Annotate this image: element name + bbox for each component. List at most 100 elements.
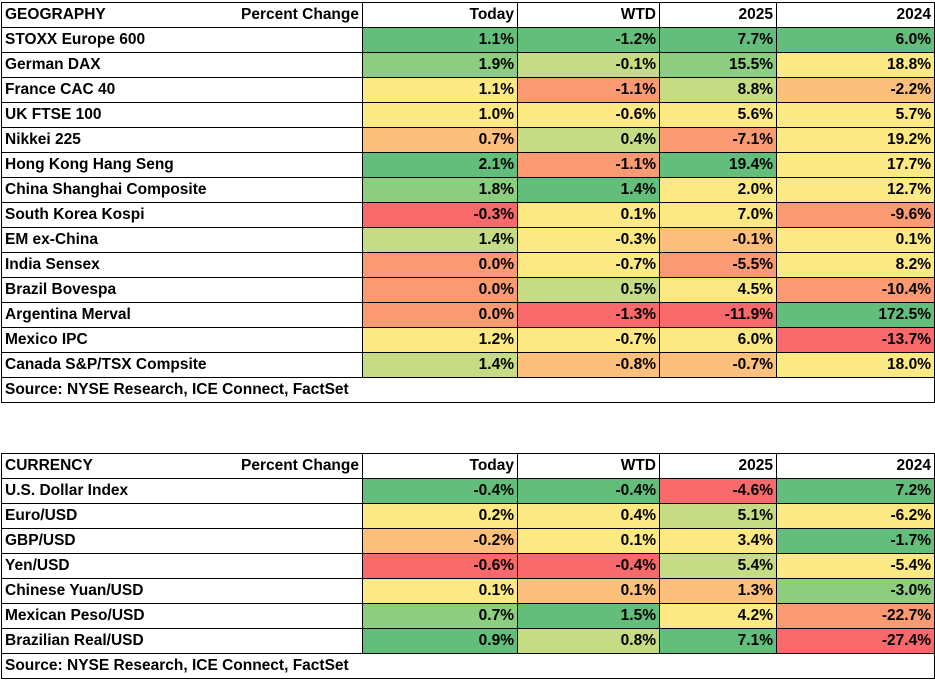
geography-row-name: EM ex-China — [1, 227, 363, 253]
geography-value-cell: -7.1% — [659, 127, 777, 153]
table-row: India Sensex 0.0% -0.7% -5.5% 8.2% — [1, 252, 935, 278]
currency-header-label-cell: CURRENCY Percent Change — [1, 453, 363, 479]
currency-column-header: Today — [362, 453, 518, 479]
geography-header-row: GEOGRAPHY Percent Change Today WTD 2025 2024 — [1, 2, 935, 28]
currency-header-label: CURRENCY — [5, 457, 93, 474]
geography-value-cell: 0.5% — [517, 277, 660, 303]
geography-value-cell: 1.4% — [517, 177, 660, 203]
currency-value-cell: -5.4% — [776, 553, 935, 579]
geography-row-name: STOXX Europe 600 — [1, 27, 363, 53]
currency-value-cell: 3.4% — [659, 528, 777, 554]
currency-row-name: GBP/USD — [1, 528, 363, 554]
geography-value-cell: 7.7% — [659, 27, 777, 53]
currency-value-cell: -0.4% — [517, 478, 660, 504]
geography-value-cell: 1.8% — [362, 177, 518, 203]
table-row: Nikkei 225 0.7% 0.4% -7.1% 19.2% — [1, 127, 935, 153]
geography-row-name: China Shanghai Composite — [1, 177, 363, 203]
geography-header-percent-change: Percent Change — [240, 6, 359, 23]
geography-source-row: Source: NYSE Research, ICE Connect, Fact… — [1, 377, 935, 403]
table-row: Mexican Peso/USD 0.7% 1.5% 4.2% -22.7% — [1, 603, 935, 629]
geography-value-cell: 4.5% — [659, 277, 777, 303]
geography-source-note: Source: NYSE Research, ICE Connect, Fact… — [1, 377, 935, 403]
currency-value-cell: -27.4% — [776, 628, 935, 654]
currency-column-header: 2025 — [659, 453, 777, 479]
geography-value-cell: -5.5% — [659, 252, 777, 278]
geography-row-name: Canada S&P/TSX Compsite — [1, 352, 363, 378]
table-row: France CAC 40 1.1% -1.1% 8.8% -2.2% — [1, 77, 935, 103]
currency-row-name: Yen/USD — [1, 553, 363, 579]
currency-value-cell: 5.1% — [659, 503, 777, 529]
geography-value-cell: 12.7% — [776, 177, 935, 203]
geography-value-cell: -2.2% — [776, 77, 935, 103]
geography-value-cell: 1.2% — [362, 327, 518, 353]
table-row: Mexico IPC 1.2% -0.7% 6.0% -13.7% — [1, 327, 935, 353]
geography-value-cell: 0.1% — [776, 227, 935, 253]
geography-column-header: Today — [362, 2, 518, 28]
geography-value-cell: -0.7% — [659, 352, 777, 378]
currency-value-cell: -1.7% — [776, 528, 935, 554]
table-row: China Shanghai Composite 1.8% 1.4% 2.0% 12.7… — [1, 177, 935, 203]
currency-value-cell: 7.2% — [776, 478, 935, 504]
currency-value-cell: 0.1% — [517, 528, 660, 554]
geography-value-cell: 17.7% — [776, 152, 935, 178]
geography-value-cell: 5.7% — [776, 102, 935, 128]
table-row: EM ex-China 1.4% -0.3% -0.1% 0.1% — [1, 227, 935, 253]
currency-value-cell: 0.8% — [517, 628, 660, 654]
currency-value-cell: 1.5% — [517, 603, 660, 629]
geography-value-cell: 0.7% — [362, 127, 518, 153]
currency-value-cell: -0.2% — [362, 528, 518, 554]
table-row: German DAX 1.9% -0.1% 15.5% 18.8% — [1, 52, 935, 78]
geography-value-cell: 1.4% — [362, 227, 518, 253]
geography-header-label-cell: GEOGRAPHY Percent Change — [1, 2, 363, 28]
geography-row-name: Hong Kong Hang Seng — [1, 152, 363, 178]
currency-value-cell: 0.2% — [362, 503, 518, 529]
currency-table: CURRENCY Percent Change Today WTD 2025 2024 U.… — [1, 453, 935, 679]
geography-value-cell: 6.0% — [659, 327, 777, 353]
geography-value-cell: -0.8% — [517, 352, 660, 378]
geography-value-cell: 8.8% — [659, 77, 777, 103]
geography-value-cell: -11.9% — [659, 302, 777, 328]
geography-value-cell: 1.4% — [362, 352, 518, 378]
currency-value-cell: 0.1% — [517, 578, 660, 604]
geography-row-name: German DAX — [1, 52, 363, 78]
currency-value-cell: -3.0% — [776, 578, 935, 604]
geography-value-cell: 2.1% — [362, 152, 518, 178]
currency-row-name: Mexican Peso/USD — [1, 603, 363, 629]
table-row: Argentina Merval 0.0% -1.3% -11.9% 172.5% — [1, 302, 935, 328]
geography-value-cell: -10.4% — [776, 277, 935, 303]
currency-value-cell: -0.6% — [362, 553, 518, 579]
currency-value-cell: -22.7% — [776, 603, 935, 629]
geography-value-cell: 6.0% — [776, 27, 935, 53]
currency-value-cell: 4.2% — [659, 603, 777, 629]
geography-value-cell: 2.0% — [659, 177, 777, 203]
geography-value-cell: -1.1% — [517, 152, 660, 178]
table-row: GBP/USD -0.2% 0.1% 3.4% -1.7% — [1, 528, 935, 554]
geography-row-name: Nikkei 225 — [1, 127, 363, 153]
geography-row-name: Brazil Bovespa — [1, 277, 363, 303]
currency-row-name: U.S. Dollar Index — [1, 478, 363, 504]
currency-value-cell: -0.4% — [362, 478, 518, 504]
currency-value-cell: 0.4% — [517, 503, 660, 529]
geography-value-cell: -0.1% — [517, 52, 660, 78]
geography-value-cell: 18.0% — [776, 352, 935, 378]
geography-value-cell: -1.3% — [517, 302, 660, 328]
geography-value-cell: 5.6% — [659, 102, 777, 128]
table-row: U.S. Dollar Index -0.4% -0.4% -4.6% 7.2% — [1, 478, 935, 504]
currency-column-header: 2024 — [776, 453, 935, 479]
geography-value-cell: 18.8% — [776, 52, 935, 78]
currency-value-cell: 5.4% — [659, 553, 777, 579]
table-row: Euro/USD 0.2% 0.4% 5.1% -6.2% — [1, 503, 935, 529]
currency-column-header: WTD — [517, 453, 660, 479]
table-row: Chinese Yuan/USD 0.1% 0.1% 1.3% -3.0% — [1, 578, 935, 604]
table-row: South Korea Kospi -0.3% 0.1% 7.0% -9.6% — [1, 202, 935, 228]
currency-value-cell: 0.9% — [362, 628, 518, 654]
geography-value-cell: 8.2% — [776, 252, 935, 278]
currency-value-cell: -0.4% — [517, 553, 660, 579]
currency-source-note: Source: NYSE Research, ICE Connect, Fact… — [1, 653, 935, 679]
geography-value-cell: 0.1% — [517, 202, 660, 228]
geography-value-cell: -1.1% — [517, 77, 660, 103]
geography-value-cell: -0.3% — [517, 227, 660, 253]
geography-header-label: GEOGRAPHY — [5, 6, 106, 23]
table-row: STOXX Europe 600 1.1% -1.2% 7.7% 6.0% — [1, 27, 935, 53]
table-row: Canada S&P/TSX Compsite 1.4% -0.8% -0.7% 18.… — [1, 352, 935, 378]
